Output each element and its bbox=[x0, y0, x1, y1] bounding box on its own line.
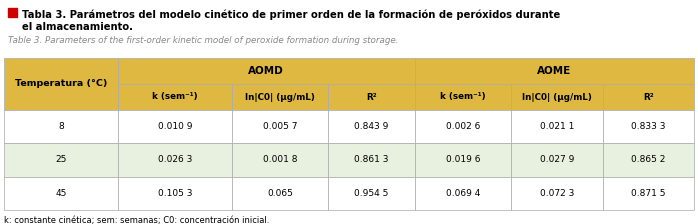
Text: el almacenamiento.: el almacenamiento. bbox=[22, 22, 133, 32]
Bar bbox=[415, 58, 694, 84]
Text: 0.069 4: 0.069 4 bbox=[445, 189, 480, 198]
Bar bbox=[415, 110, 511, 143]
Bar bbox=[603, 143, 694, 177]
Text: 0.871 5: 0.871 5 bbox=[631, 189, 666, 198]
Text: 0.954 5: 0.954 5 bbox=[355, 189, 389, 198]
Text: ln|C0| (µg/mL): ln|C0| (µg/mL) bbox=[245, 93, 315, 101]
Bar bbox=[4, 58, 118, 110]
Text: k: constante cinética; sem: semanas; C0: concentración inicial.: k: constante cinética; sem: semanas; C0:… bbox=[4, 216, 269, 224]
Text: 0.019 6: 0.019 6 bbox=[445, 155, 480, 164]
Bar bbox=[328, 110, 415, 143]
Bar bbox=[118, 84, 232, 110]
Bar bbox=[603, 177, 694, 210]
Bar bbox=[511, 177, 603, 210]
Bar bbox=[232, 177, 328, 210]
Text: 8: 8 bbox=[58, 122, 64, 131]
Text: 0.002 6: 0.002 6 bbox=[445, 122, 480, 131]
Text: 0.021 1: 0.021 1 bbox=[540, 122, 574, 131]
Text: AOME: AOME bbox=[537, 66, 572, 76]
Text: R²: R² bbox=[643, 93, 654, 101]
Bar bbox=[4, 110, 118, 143]
Bar bbox=[232, 84, 328, 110]
Bar bbox=[328, 177, 415, 210]
Text: 0.027 9: 0.027 9 bbox=[540, 155, 574, 164]
Bar bbox=[415, 84, 511, 110]
Bar bbox=[415, 177, 511, 210]
Bar bbox=[511, 84, 603, 110]
Text: k (sem⁻¹): k (sem⁻¹) bbox=[152, 93, 198, 101]
Text: 0.865 2: 0.865 2 bbox=[631, 155, 666, 164]
Bar bbox=[328, 84, 415, 110]
Bar bbox=[118, 58, 415, 84]
Text: 0.010 9: 0.010 9 bbox=[158, 122, 192, 131]
Bar bbox=[328, 143, 415, 177]
Bar bbox=[4, 177, 118, 210]
Text: Tabla 3. Parámetros del modelo cinético de primer orden de la formación de peróx: Tabla 3. Parámetros del modelo cinético … bbox=[22, 10, 560, 21]
Bar bbox=[118, 143, 232, 177]
Text: 0.105 3: 0.105 3 bbox=[158, 189, 192, 198]
Bar bbox=[603, 110, 694, 143]
Bar bbox=[4, 143, 118, 177]
Text: AOMD: AOMD bbox=[248, 66, 284, 76]
Text: k (sem⁻¹): k (sem⁻¹) bbox=[440, 93, 486, 101]
Bar bbox=[232, 110, 328, 143]
Text: 0.005 7: 0.005 7 bbox=[262, 122, 297, 131]
Bar bbox=[603, 84, 694, 110]
Text: ln|C0| (µg/mL): ln|C0| (µg/mL) bbox=[522, 93, 592, 101]
Text: 0.861 3: 0.861 3 bbox=[354, 155, 389, 164]
Text: 25: 25 bbox=[55, 155, 66, 164]
Text: 0.843 9: 0.843 9 bbox=[355, 122, 389, 131]
Text: Temperatura (°C): Temperatura (°C) bbox=[15, 80, 107, 88]
Bar bbox=[8, 8, 17, 17]
Text: R²: R² bbox=[366, 93, 377, 101]
Bar bbox=[118, 177, 232, 210]
Bar bbox=[118, 110, 232, 143]
Bar bbox=[511, 110, 603, 143]
Text: 0.026 3: 0.026 3 bbox=[158, 155, 192, 164]
Bar bbox=[511, 143, 603, 177]
Text: 0.065: 0.065 bbox=[267, 189, 293, 198]
Bar bbox=[415, 143, 511, 177]
Text: Table 3. Parameters of the first-order kinetic model of peroxide formation durin: Table 3. Parameters of the first-order k… bbox=[8, 36, 399, 45]
Bar bbox=[232, 143, 328, 177]
Text: 45: 45 bbox=[55, 189, 66, 198]
Text: 0.833 3: 0.833 3 bbox=[631, 122, 666, 131]
Text: 0.001 8: 0.001 8 bbox=[262, 155, 297, 164]
Text: 0.072 3: 0.072 3 bbox=[540, 189, 574, 198]
